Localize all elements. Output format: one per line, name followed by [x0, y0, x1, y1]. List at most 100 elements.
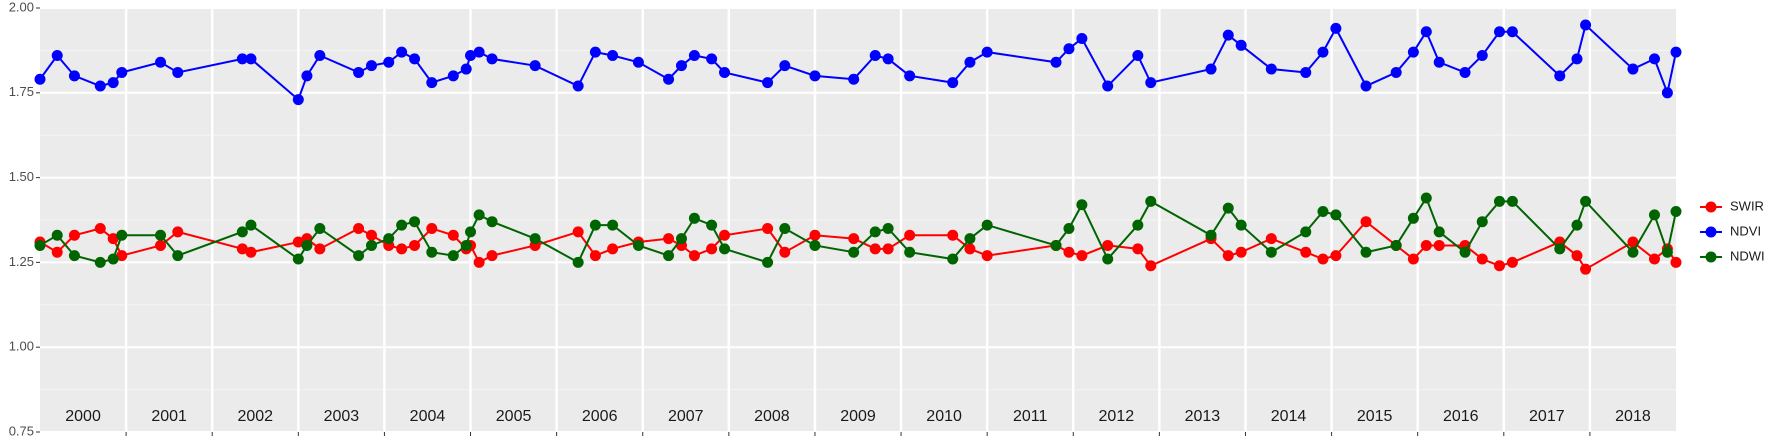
x-tick-label: 2008 [754, 408, 790, 425]
point [1317, 206, 1329, 218]
point [589, 250, 601, 262]
point [245, 246, 257, 258]
point [869, 243, 881, 255]
point [1063, 222, 1075, 234]
point [1407, 253, 1419, 265]
point [529, 60, 541, 72]
point [1493, 260, 1505, 272]
point [107, 77, 119, 89]
point [1571, 219, 1583, 231]
point [762, 77, 774, 89]
point [981, 250, 993, 262]
point [981, 219, 993, 231]
point [51, 246, 63, 258]
point [353, 250, 365, 262]
point [1627, 63, 1639, 75]
point [460, 239, 472, 251]
point [572, 226, 584, 238]
point [236, 53, 248, 65]
point [1476, 253, 1488, 265]
x-tick-label: 2011 [1013, 408, 1048, 425]
point [779, 60, 791, 72]
point [809, 229, 821, 241]
point [1205, 63, 1217, 75]
point [1102, 253, 1114, 265]
point [904, 70, 916, 82]
point [719, 229, 731, 241]
point [1670, 206, 1682, 218]
point [301, 239, 313, 251]
point [1360, 216, 1372, 228]
point [447, 229, 459, 241]
point [1360, 80, 1372, 92]
point [172, 250, 184, 262]
point [1300, 246, 1312, 258]
point [353, 222, 365, 234]
point [1265, 233, 1277, 245]
point [116, 66, 128, 78]
point [1235, 246, 1247, 258]
point [882, 243, 894, 255]
point [719, 66, 731, 78]
point [396, 219, 408, 231]
point [409, 239, 421, 251]
point [292, 253, 304, 265]
point [1076, 33, 1088, 45]
point [426, 77, 438, 89]
point [68, 250, 80, 262]
point [1145, 77, 1157, 89]
x-tick-label: 2017 [1529, 408, 1565, 425]
point [663, 250, 675, 262]
point [1222, 202, 1234, 214]
point [292, 236, 304, 248]
point [719, 243, 731, 255]
point [1222, 250, 1234, 262]
point [473, 46, 485, 58]
point [1300, 226, 1312, 238]
point [706, 53, 718, 65]
point [1571, 53, 1583, 65]
x-tick-label: 2005 [496, 408, 532, 425]
point [34, 73, 46, 85]
point [409, 216, 421, 228]
point [1506, 26, 1518, 38]
point [34, 239, 46, 251]
point [292, 94, 304, 106]
point [1433, 56, 1445, 68]
point [1493, 195, 1505, 207]
point [964, 243, 976, 255]
point [1265, 246, 1277, 258]
point [155, 239, 167, 251]
point [396, 46, 408, 58]
x-tick-label: 2016 [1443, 408, 1479, 425]
point [1476, 49, 1488, 61]
point [1627, 246, 1639, 258]
point [460, 63, 472, 75]
point [68, 229, 80, 241]
point [1506, 256, 1518, 268]
legend-label: NDWI [1730, 248, 1765, 263]
point [688, 49, 700, 61]
point [1433, 226, 1445, 238]
point [68, 70, 80, 82]
point [447, 250, 459, 262]
point [1145, 195, 1157, 207]
point [94, 256, 106, 268]
point [607, 243, 619, 255]
y-tick-label: 1.75 [9, 84, 34, 99]
point [1235, 39, 1247, 51]
point [1459, 246, 1471, 258]
point [904, 229, 916, 241]
point [486, 250, 498, 262]
point [366, 229, 378, 241]
point [1300, 66, 1312, 78]
point [869, 226, 881, 238]
point [1050, 239, 1062, 251]
point [236, 226, 248, 238]
point [1459, 66, 1471, 78]
point [688, 250, 700, 262]
y-tick-label: 2.00 [9, 0, 34, 14]
point [1102, 239, 1114, 251]
point [762, 256, 774, 268]
x-tick-label: 2013 [1185, 408, 1221, 425]
